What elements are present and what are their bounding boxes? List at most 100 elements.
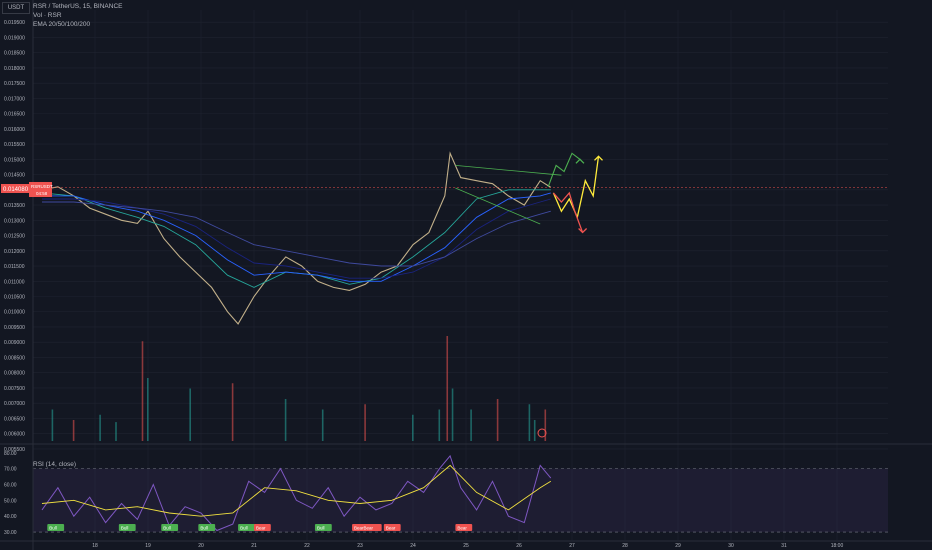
arrow-green-head xyxy=(575,158,585,164)
bear-badge: BearBear xyxy=(354,526,374,531)
price-tick-label: 0.017000 xyxy=(4,96,25,102)
volume-bar xyxy=(72,420,75,441)
time-tick-label: 20 xyxy=(198,543,204,549)
price-tick-label: 0.006000 xyxy=(4,432,25,438)
volume-bar xyxy=(141,341,144,441)
bull-badge-box xyxy=(118,524,136,531)
trendline-lower xyxy=(455,187,541,225)
volume-bar xyxy=(496,399,499,441)
price-tick-label: 0.016500 xyxy=(4,112,25,118)
price-tick-label: 0.013500 xyxy=(4,203,25,209)
volume-bar xyxy=(321,409,324,441)
volume-bar xyxy=(412,414,414,441)
price-tick-label: 0.005500 xyxy=(4,447,25,453)
time-tick-label: 24 xyxy=(410,543,416,549)
price-tick-label: 0.015000 xyxy=(4,157,25,163)
rsi-tick-label: 30.00 xyxy=(4,530,17,536)
bear-badge-box xyxy=(455,524,473,531)
price-tick-label: 0.008500 xyxy=(4,355,25,361)
price-tick-label: 0.010000 xyxy=(4,310,25,316)
bear-badge-box xyxy=(352,524,382,531)
bull-badge-box xyxy=(198,524,216,531)
time-tick-label: 28 xyxy=(622,543,628,549)
price-tick-label: 0.014500 xyxy=(4,173,25,179)
ema50-line xyxy=(42,192,551,282)
arrow-red-head xyxy=(578,228,588,234)
time-tick-label: 25 xyxy=(463,543,469,549)
volume-bar xyxy=(99,414,101,441)
time-tick-label: 29 xyxy=(675,543,681,549)
price-pane xyxy=(33,151,888,325)
bear-badge: Bear xyxy=(256,526,266,531)
price-tick-label: 0.008000 xyxy=(4,371,25,377)
volume-bar xyxy=(284,399,287,441)
rsi-legend: RSI (14, close) xyxy=(33,461,76,468)
volume-bar xyxy=(231,383,234,441)
price-tick-label: 0.019500 xyxy=(4,20,25,26)
arrow-red xyxy=(552,191,584,233)
price-line xyxy=(41,151,552,325)
price-tick-label: 0.007500 xyxy=(4,386,25,392)
bull-badge-box xyxy=(47,524,65,531)
volume-bar xyxy=(470,409,472,441)
volume-bar xyxy=(533,420,536,441)
rsi-tick-label: 60.00 xyxy=(4,482,17,488)
price-tick-label: 0.013000 xyxy=(4,218,25,224)
rsi-ma-line xyxy=(41,464,552,517)
arrow-green xyxy=(547,152,581,187)
price-tick-label: 0.011000 xyxy=(4,279,25,285)
volume-bar xyxy=(189,388,191,441)
volume-bar xyxy=(364,404,366,441)
time-tick-label: 18 xyxy=(92,543,98,549)
price-tag-box xyxy=(29,182,52,197)
volume-legend: Vol · RSR xyxy=(33,12,62,19)
volume-bar xyxy=(451,388,454,441)
ema200-line xyxy=(42,201,551,267)
rsi-tick-label: 70.00 xyxy=(4,467,17,473)
rsi-band xyxy=(33,468,888,533)
price-tick-label: 0.016000 xyxy=(4,127,25,133)
price-tick-label: 0.018500 xyxy=(4,51,25,57)
volume-bar xyxy=(51,409,54,441)
volume-bars xyxy=(51,336,547,441)
rsi-line xyxy=(41,454,552,532)
price-tick-label: 0.018000 xyxy=(4,66,25,72)
bull-badge: Bull xyxy=(240,526,248,531)
price-tag: RSRUSDT 04:58 0.014080 xyxy=(1,182,53,197)
rsi-pane xyxy=(33,454,888,533)
time-tick-label: 30 xyxy=(728,543,734,549)
price-tick-label: 0.006500 xyxy=(4,416,25,422)
bull-badge-box xyxy=(238,524,255,531)
time-tick-label: 18:00 xyxy=(831,543,844,549)
time-tick-label: 26 xyxy=(516,543,522,549)
ema100-line xyxy=(42,198,551,279)
price-tick-label: 0.015500 xyxy=(4,142,25,148)
ema-legend: EMA 20/50/100/200 xyxy=(33,21,91,28)
rsi-tick-label: 50.00 xyxy=(4,498,17,504)
price-tick-label: 0.009000 xyxy=(4,340,25,346)
bull-badge-box xyxy=(314,524,332,531)
last-volume-marker xyxy=(537,428,547,438)
time-tick-label: 27 xyxy=(569,543,575,549)
grid-lines xyxy=(33,10,888,540)
time-tick-label: 22 xyxy=(304,543,310,549)
time-tick-label: 31 xyxy=(781,543,787,549)
currency-button[interactable]: USDT xyxy=(2,2,30,14)
volume-bar xyxy=(544,409,547,441)
price-tick-label: 0.012500 xyxy=(4,234,25,240)
current-price-label-box xyxy=(1,184,29,193)
bull-badge: Bull xyxy=(49,526,57,531)
volume-bar xyxy=(528,404,531,441)
bull-badge-box xyxy=(161,524,179,531)
trendline-upper xyxy=(455,165,562,176)
price-tick-label: 0.007000 xyxy=(4,401,25,407)
volume-bar xyxy=(147,378,149,441)
time-tick-label: 23 xyxy=(357,543,363,549)
bear-badge: Bear xyxy=(457,526,467,531)
price-tick-label: 0.009500 xyxy=(4,325,25,331)
volume-bar xyxy=(446,336,449,441)
price-tick-label: 0.017500 xyxy=(4,81,25,87)
